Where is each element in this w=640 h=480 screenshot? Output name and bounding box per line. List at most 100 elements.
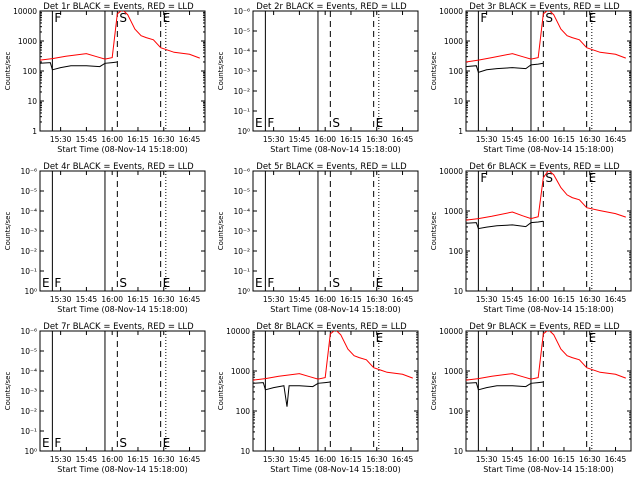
interval-marker-label: F xyxy=(54,11,61,25)
panel-det-5: Det 5r BLACK = Events, RED = LLD 10⁰ 10⁻¹ 1… xyxy=(217,162,419,314)
y-tick-label: 1000 xyxy=(444,367,463,376)
plot-frame xyxy=(465,10,632,132)
y-tick-label: 10⁰ xyxy=(24,287,37,296)
y-tick-label: 10⁻² xyxy=(233,87,250,96)
x-tick-label: 15:30 xyxy=(263,295,285,304)
interval-marker-label: E xyxy=(42,276,50,290)
interval-marker-label: S xyxy=(332,276,340,290)
x-tick-label: 15:30 xyxy=(50,455,72,464)
x-tick-label: 15:30 xyxy=(50,295,72,304)
y-tick-label: 100 xyxy=(449,247,464,256)
events-series-line xyxy=(466,220,544,230)
panel-det-8: Det 8r BLACK = Events, RED = LLD 10 100 100… xyxy=(217,322,419,474)
x-tick-label: 16:45 xyxy=(179,455,201,464)
x-axis-label: Start Time (08-Nov-14 15:18:00) xyxy=(270,145,400,154)
interval-marker-label: S xyxy=(332,116,340,130)
x-tick-label: 16:00 xyxy=(527,135,549,144)
panel-title: Det 5r BLACK = Events, RED = LLD xyxy=(256,162,407,172)
panel-title: Det 6r BLACK = Events, RED = LLD xyxy=(469,162,620,172)
y-tick-label: 10⁻³ xyxy=(20,387,37,396)
x-tick-label: 16:45 xyxy=(179,295,201,304)
x-tick-label: 16:00 xyxy=(314,135,336,144)
panel-det-3: Det 3r BLACK = Events, RED = LLD 1 10 100 10… xyxy=(430,2,632,154)
x-tick-label: 15:45 xyxy=(502,455,524,464)
y-tick-label: 10⁻⁶ xyxy=(233,7,250,16)
y-tick-label: 1000 xyxy=(18,37,37,46)
interval-marker-label: E xyxy=(255,276,263,290)
interval-marker-label: E xyxy=(163,276,171,290)
y-tick-label: 10⁰ xyxy=(237,127,250,136)
x-tick-label: 16:15 xyxy=(553,135,575,144)
plot-frame xyxy=(465,330,632,452)
x-tick-label: 15:45 xyxy=(76,135,98,144)
x-axis-label: Start Time (08-Nov-14 15:18:00) xyxy=(483,465,613,474)
x-tick-label: 16:15 xyxy=(127,295,149,304)
interval-marker-label: E xyxy=(376,116,384,130)
lld-series-line xyxy=(466,331,626,381)
y-tick-label: 10000 xyxy=(13,7,37,16)
interval-marker-label: S xyxy=(119,276,127,290)
x-tick-label: 16:30 xyxy=(366,295,388,304)
y-tick-label: 10⁻⁵ xyxy=(20,187,37,196)
y-tick-label: 10 xyxy=(27,97,37,106)
x-tick-label: 15:30 xyxy=(476,295,498,304)
interval-marker-label: F xyxy=(480,171,487,185)
x-axis-label: Start Time (08-Nov-14 15:18:00) xyxy=(270,305,400,314)
panel-title: Det 4r BLACK = Events, RED = LLD xyxy=(43,162,194,172)
y-tick-label: 1 xyxy=(458,127,463,136)
y-tick-label: 100 xyxy=(449,407,464,416)
x-tick-label: 15:45 xyxy=(289,295,311,304)
y-tick-label: 10⁻¹ xyxy=(20,427,37,436)
y-tick-label: 10 xyxy=(453,287,463,296)
y-tick-label: 10⁻⁴ xyxy=(20,207,37,216)
x-tick-label: 15:30 xyxy=(263,135,285,144)
x-tick-label: 15:30 xyxy=(476,455,498,464)
x-tick-label: 16:45 xyxy=(392,295,414,304)
x-axis-label: Start Time (08-Nov-14 15:18:00) xyxy=(57,465,187,474)
x-tick-label: 16:15 xyxy=(553,455,575,464)
x-tick-label: 15:30 xyxy=(50,135,72,144)
y-axis-label: Counts/sec xyxy=(217,52,225,91)
x-tick-label: 16:30 xyxy=(366,135,388,144)
interval-marker-label: E xyxy=(589,171,597,185)
y-tick-label: 10⁰ xyxy=(24,447,37,456)
x-axis-label: Start Time (08-Nov-14 15:18:00) xyxy=(483,145,613,154)
interval-marker-label: E xyxy=(589,331,597,345)
y-axis-label: Counts/sec xyxy=(4,52,12,91)
y-axis-label: Counts/sec xyxy=(4,212,12,251)
interval-marker-label: S xyxy=(119,436,127,450)
x-tick-label: 16:45 xyxy=(605,455,627,464)
x-tick-label: 16:15 xyxy=(553,295,575,304)
interval-marker-label: E xyxy=(163,436,171,450)
y-tick-label: 10000 xyxy=(439,327,463,336)
panel-title: Det 2r BLACK = Events, RED = LLD xyxy=(256,2,407,12)
y-tick-label: 10000 xyxy=(439,167,463,176)
x-tick-label: 16:30 xyxy=(579,455,601,464)
x-tick-label: 16:00 xyxy=(101,455,123,464)
panel-title: Det 7r BLACK = Events, RED = LLD xyxy=(43,322,194,332)
x-tick-label: 16:30 xyxy=(579,135,601,144)
plot-frame xyxy=(39,170,206,292)
interval-marker-label: S xyxy=(545,171,553,185)
x-tick-label: 16:15 xyxy=(127,455,149,464)
x-tick-label: 15:30 xyxy=(263,455,285,464)
y-tick-label: 10⁻⁵ xyxy=(233,27,250,36)
interval-marker-label: E xyxy=(376,276,384,290)
y-tick-label: 10⁻³ xyxy=(233,67,250,76)
x-tick-label: 16:45 xyxy=(179,135,201,144)
plot-frame xyxy=(39,330,206,452)
y-tick-label: 10⁻⁶ xyxy=(20,327,37,336)
plot-frame xyxy=(252,10,419,132)
interval-marker-label: F xyxy=(480,11,487,25)
events-series-line xyxy=(253,381,331,407)
x-tick-label: 16:00 xyxy=(527,455,549,464)
panel-det-7: Det 7r BLACK = Events, RED = LLD 10⁰ 10⁻¹ 1… xyxy=(4,322,206,474)
panel-det-9: Det 9r BLACK = Events, RED = LLD 10 100 100… xyxy=(430,322,632,474)
y-tick-label: 10 xyxy=(453,447,463,456)
y-tick-label: 10⁻³ xyxy=(233,227,250,236)
x-tick-label: 16:15 xyxy=(340,295,362,304)
lld-series-line xyxy=(466,171,626,221)
y-tick-label: 10⁻² xyxy=(20,247,37,256)
y-tick-label: 1 xyxy=(32,127,37,136)
x-tick-label: 16:45 xyxy=(392,135,414,144)
